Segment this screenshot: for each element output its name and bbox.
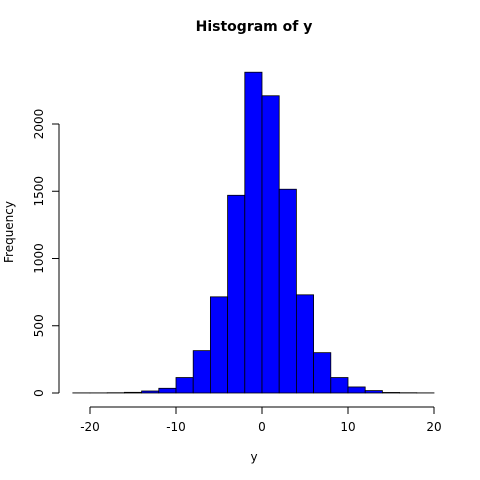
x-tick-label: -20 — [80, 420, 100, 434]
bar — [381, 392, 400, 394]
bar — [330, 377, 349, 394]
x-tick-label: 0 — [258, 420, 266, 434]
bar — [244, 71, 263, 394]
y-tick-label: 2000 — [32, 109, 46, 140]
bar — [227, 194, 246, 394]
x-axis-label: y — [250, 450, 257, 464]
bar — [192, 350, 211, 394]
y-tick-label: 1500 — [32, 176, 46, 207]
y-tick-label: 500 — [32, 314, 46, 337]
x-tick-label: 10 — [340, 420, 355, 434]
bar — [295, 294, 314, 394]
bar — [347, 386, 366, 394]
bar — [261, 95, 280, 394]
bar — [124, 391, 143, 394]
x-tick-label: -10 — [166, 420, 186, 434]
y-tick-label: 1000 — [32, 243, 46, 274]
y-axis-label: Frequency — [2, 201, 16, 263]
y-tick-label: 0 — [32, 389, 46, 397]
bar — [313, 352, 332, 394]
bar — [141, 390, 160, 394]
x-tick-label: 20 — [426, 420, 441, 434]
bar — [158, 387, 177, 394]
chart-title: Histogram of y — [196, 19, 313, 35]
bar — [278, 188, 297, 394]
bar — [209, 296, 228, 394]
bar — [364, 390, 383, 394]
bar — [175, 377, 194, 394]
